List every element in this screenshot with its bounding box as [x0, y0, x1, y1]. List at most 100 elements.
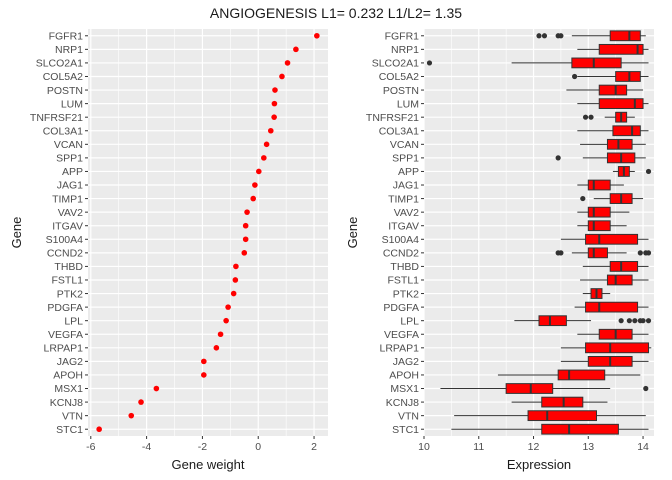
gene-label: CCND2 [383, 248, 419, 260]
outlier-ccnd2 [558, 250, 564, 256]
gene-label: NRP1 [391, 44, 419, 56]
weight-point-vcan [263, 141, 270, 148]
box-vtn [527, 410, 597, 422]
panel-background [88, 29, 328, 436]
gene-label: LRPAP1 [380, 343, 420, 355]
gene-label: STC1 [392, 424, 419, 436]
gene-label: TNFRSF21 [30, 112, 83, 124]
gene-label: TIMP1 [388, 193, 419, 205]
box-itgav [587, 220, 611, 232]
box-vcan [606, 138, 633, 150]
gene-label: LUM [397, 98, 419, 110]
box-s100a4 [585, 233, 639, 245]
box-fstl1 [606, 274, 633, 286]
x-tick-label: -6 [86, 441, 95, 453]
x-tick-label: 2 [311, 441, 317, 453]
gene-label: LPL [400, 315, 419, 327]
outlier-ccnd2 [637, 250, 643, 256]
gene-label: VCAN [54, 139, 83, 151]
weight-point-vtn [128, 412, 135, 419]
weight-point-spp1 [261, 155, 267, 161]
weight-point-postn [272, 87, 278, 93]
outlier-app [645, 168, 652, 175]
box-vav2 [587, 206, 611, 218]
gene-label: STC1 [56, 424, 83, 436]
x-tick-label: 0 [255, 441, 261, 453]
gene-label: PDGFA [383, 302, 419, 314]
x-tick-label: -2 [198, 441, 207, 453]
gene-label: SPP1 [56, 153, 83, 165]
gene-label: TIMP1 [52, 193, 83, 205]
weight-point-slco2a1 [284, 60, 291, 66]
weight-point-thbd [233, 263, 239, 270]
outlier-tnfrsf21 [582, 114, 589, 120]
gene-label: JAG1 [57, 180, 83, 192]
box-jag1 [587, 179, 611, 191]
gene-label: PTK2 [57, 288, 83, 300]
x-tick-label: 13 [582, 441, 594, 453]
x-axis-label: Gene weight [172, 457, 245, 472]
weight-point-stc1 [96, 426, 102, 433]
gene-label: PDGFA [47, 302, 83, 314]
gene-label: VCAN [390, 139, 419, 151]
gene-label: APP [398, 166, 419, 178]
outlier-lpl [640, 318, 646, 324]
outlier-lpl [626, 318, 632, 324]
weight-point-col5a2 [279, 73, 285, 80]
gene-label: FSTL1 [51, 275, 83, 287]
gene-label: VEGFA [48, 329, 83, 341]
outlier-col5a2 [571, 73, 578, 80]
gene-label: FGFR1 [49, 30, 84, 42]
box-col5a2 [615, 71, 641, 82]
gene-label: SLCO2A1 [36, 58, 83, 70]
outlier-lpl [632, 318, 638, 324]
weight-point-app [255, 168, 262, 175]
weight-point-vegfa [217, 331, 224, 338]
weight-point-pdgfa [225, 304, 231, 310]
gene-label: VTN [62, 410, 83, 422]
gene-label: COL5A2 [43, 71, 83, 83]
gene-label: VAV2 [58, 207, 83, 219]
outlier-fgfr1 [541, 33, 548, 39]
weight-point-ccnd2 [241, 250, 248, 256]
x-tick-label: -4 [142, 441, 151, 453]
gene-label: S100A4 [46, 234, 84, 246]
gene-label: CCND2 [47, 248, 83, 260]
gene-label: THBD [390, 261, 419, 273]
box-col3a1 [612, 125, 641, 137]
weight-point-lrpap1 [213, 345, 220, 351]
box-pdgfa [585, 301, 639, 313]
gene-label: COL5A2 [379, 71, 419, 83]
gene-label: POSTN [383, 85, 419, 97]
gene-label: THBD [54, 261, 83, 273]
box-stc1 [541, 423, 619, 435]
box-lrpap1 [585, 342, 650, 354]
gene-label: TNFRSF21 [366, 112, 419, 124]
gene-label: JAG2 [393, 356, 419, 368]
gene-label: LUM [61, 98, 83, 110]
gene-label: FSTL1 [387, 275, 419, 287]
gene-label: ITGAV [388, 220, 419, 232]
outlier-timp1 [580, 195, 586, 202]
gene-label: COL3A1 [43, 125, 83, 137]
box-lpl [538, 315, 567, 327]
y-axis-label: Gene [345, 217, 360, 249]
gene-label: POSTN [47, 85, 83, 97]
box-msx1 [505, 383, 554, 394]
gene-label: KCNJ8 [50, 397, 83, 409]
gene-label: SLCO2A1 [372, 58, 419, 70]
gene-label: APOH [389, 370, 419, 382]
weight-point-lpl [223, 317, 229, 324]
weight-point-tnfrsf21 [271, 114, 277, 120]
outlier-lpl [645, 318, 652, 324]
gene-label: MSX1 [390, 383, 419, 395]
gene-label: S100A4 [382, 234, 420, 246]
box-kcnj8 [541, 396, 584, 408]
x-tick-label: 14 [637, 441, 649, 453]
box-lum [598, 98, 644, 110]
gene-label: PTK2 [393, 288, 419, 300]
x-tick-label: 11 [473, 441, 484, 453]
